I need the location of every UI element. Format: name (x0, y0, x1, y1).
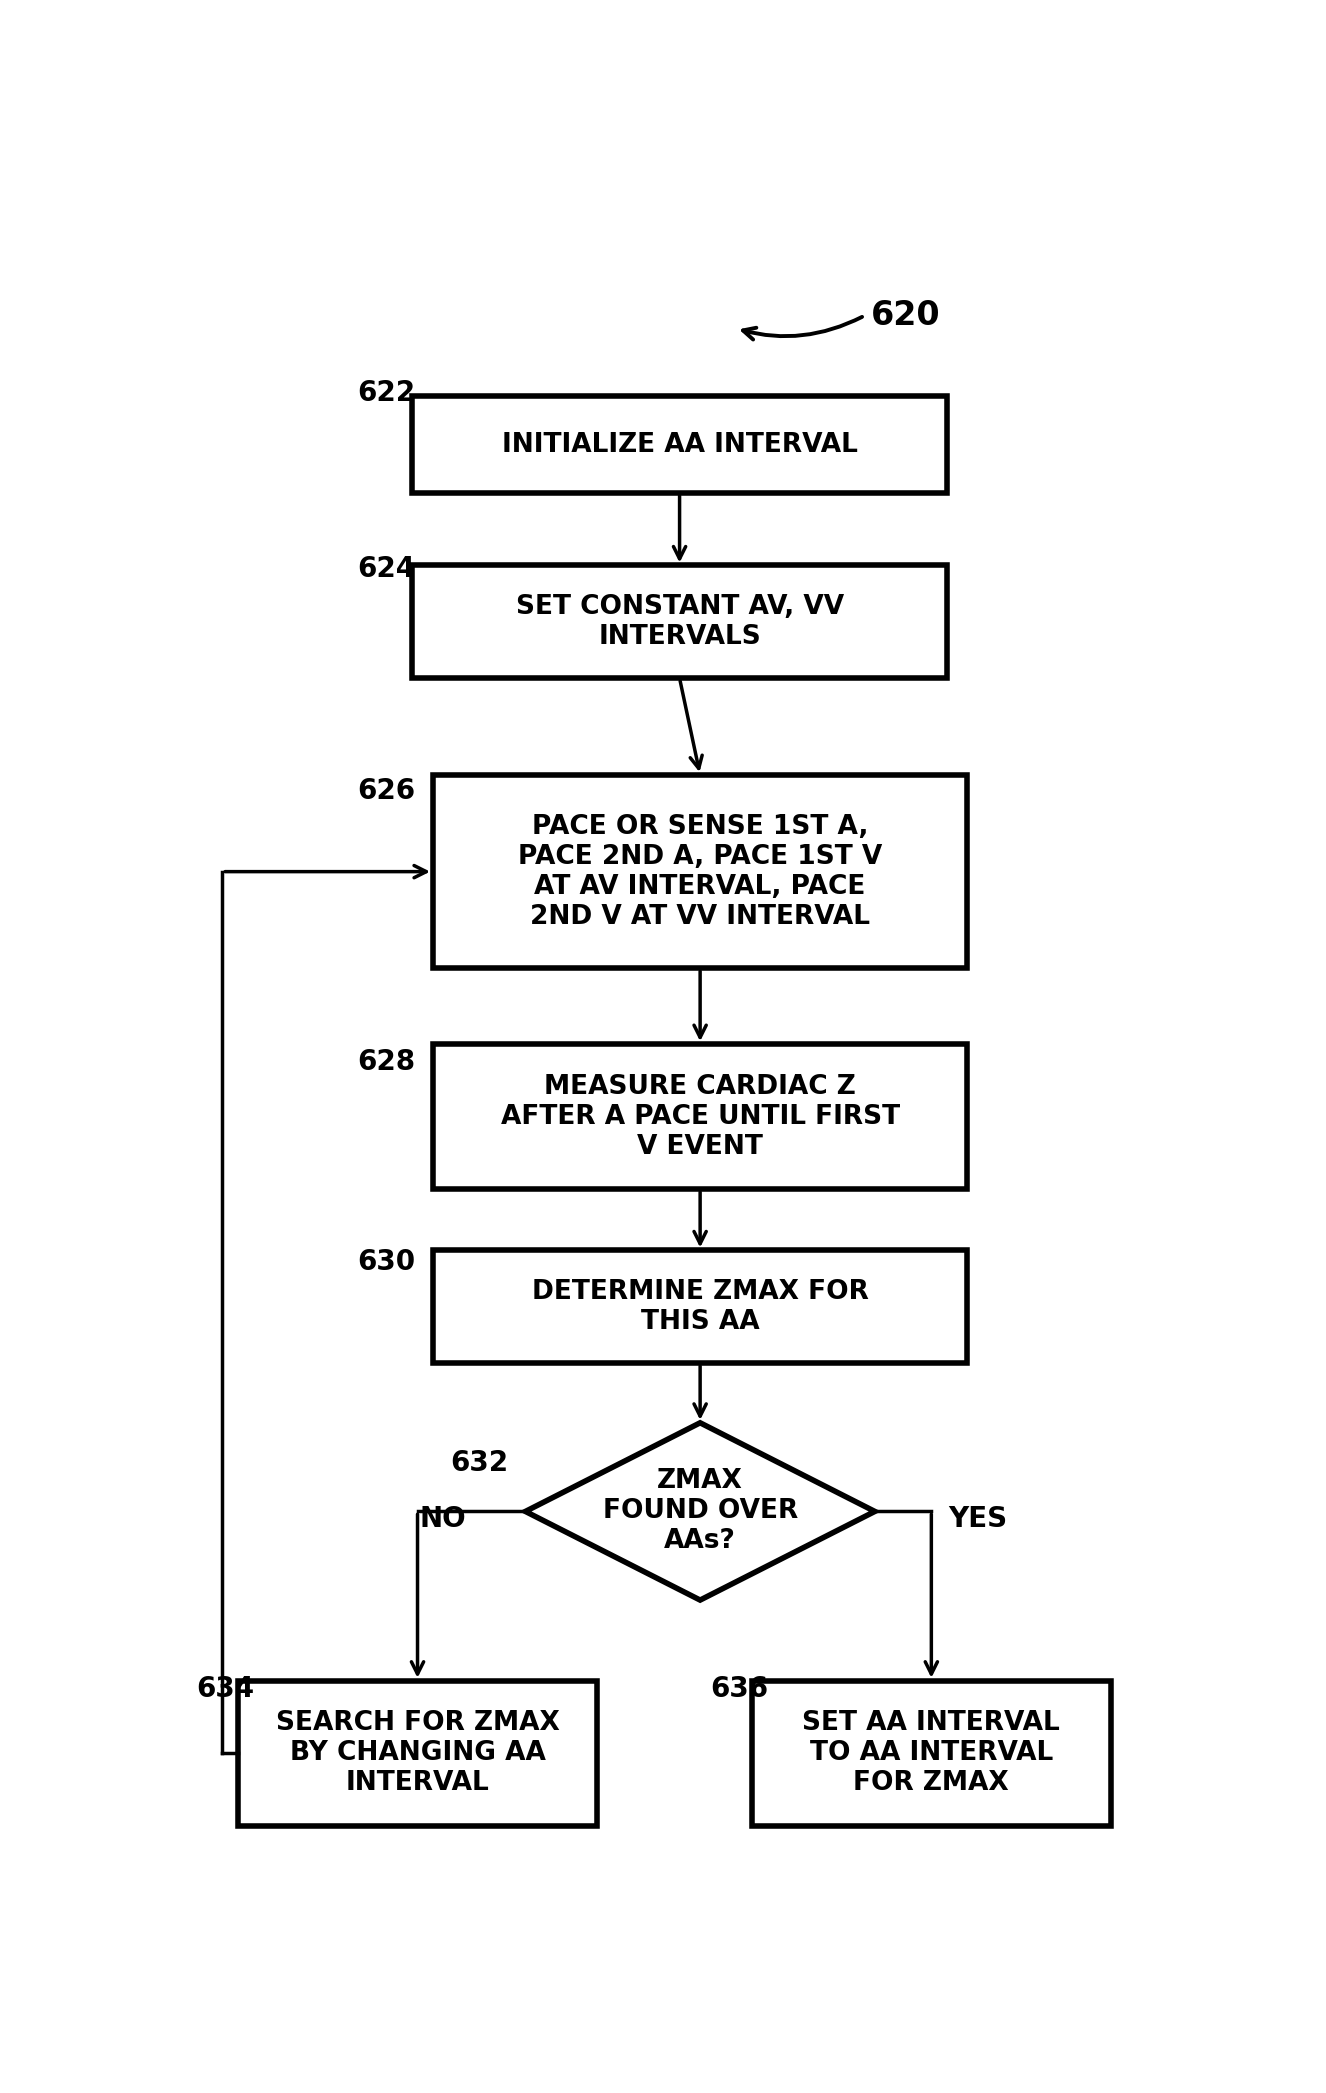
Text: 620: 620 (871, 299, 940, 333)
Text: INITIALIZE AA INTERVAL: INITIALIZE AA INTERVAL (501, 431, 858, 458)
FancyBboxPatch shape (432, 1250, 968, 1363)
Text: SET CONSTANT AV, VV
INTERVALS: SET CONSTANT AV, VV INTERVALS (516, 594, 843, 649)
Text: SET AA INTERVAL
TO AA INTERVAL
FOR ZMAX: SET AA INTERVAL TO AA INTERVAL FOR ZMAX (802, 1710, 1061, 1796)
FancyBboxPatch shape (752, 1681, 1111, 1825)
Text: YES: YES (948, 1505, 1008, 1534)
Text: 630: 630 (358, 1247, 416, 1275)
FancyBboxPatch shape (432, 774, 968, 969)
Text: 626: 626 (358, 777, 416, 806)
Text: 636: 636 (711, 1674, 768, 1704)
Text: PACE OR SENSE 1ST A,
PACE 2ND A, PACE 1ST V
AT AV INTERVAL, PACE
2ND V AT VV INT: PACE OR SENSE 1ST A, PACE 2ND A, PACE 1S… (518, 814, 882, 929)
Text: SEARCH FOR ZMAX
BY CHANGING AA
INTERVAL: SEARCH FOR ZMAX BY CHANGING AA INTERVAL (276, 1710, 560, 1796)
Text: ZMAX
FOUND OVER
AAs?: ZMAX FOUND OVER AAs? (602, 1469, 798, 1555)
Polygon shape (525, 1423, 875, 1599)
Text: 624: 624 (358, 555, 416, 582)
Text: NO: NO (420, 1505, 467, 1534)
Text: 622: 622 (358, 379, 416, 406)
FancyBboxPatch shape (432, 1044, 968, 1189)
Text: MEASURE CARDIAC Z
AFTER A PACE UNTIL FIRST
V EVENT: MEASURE CARDIAC Z AFTER A PACE UNTIL FIR… (501, 1074, 899, 1160)
Text: 628: 628 (358, 1049, 416, 1076)
Text: 634: 634 (196, 1674, 255, 1704)
FancyBboxPatch shape (412, 396, 947, 494)
FancyBboxPatch shape (237, 1681, 598, 1825)
FancyBboxPatch shape (412, 565, 947, 678)
Text: 632: 632 (450, 1448, 508, 1478)
Text: DETERMINE ZMAX FOR
THIS AA: DETERMINE ZMAX FOR THIS AA (532, 1279, 869, 1335)
